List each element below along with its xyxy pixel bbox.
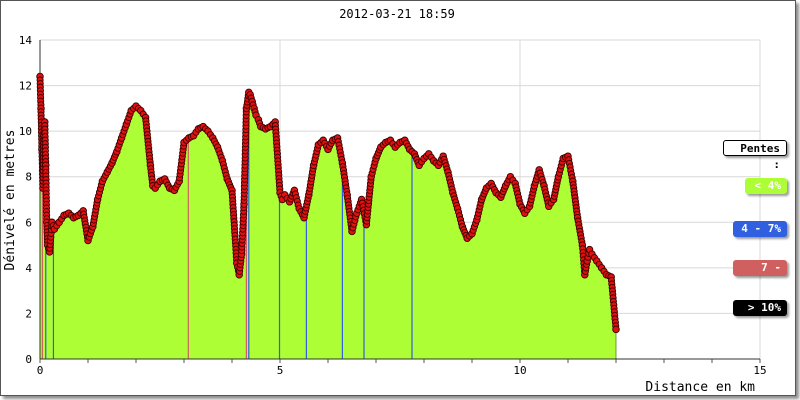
y-tick-label: 4 — [25, 262, 32, 275]
x-axis-label: Distance en km — [645, 380, 755, 395]
legend-item: > 10% — [733, 300, 787, 316]
x-tick-label: 5 — [277, 364, 284, 377]
legend-item: 4 - 7% — [733, 221, 787, 237]
y-axis-label: Dénivelé en metres — [3, 130, 18, 271]
y-tick-label: 0 — [25, 353, 32, 366]
legend-item: 7 - 10% — [733, 260, 787, 290]
data-point — [612, 325, 620, 334]
points — [36, 72, 620, 334]
y-tick-label: 6 — [25, 216, 32, 229]
y-tick-label: 12 — [19, 80, 32, 93]
chart-title: 2012-03-21 18:59 — [339, 7, 455, 21]
x-tick-label: 0 — [37, 364, 44, 377]
x-tick-label: 10 — [513, 364, 526, 377]
y-tick-label: 14 — [19, 34, 33, 47]
y-tick-label: 2 — [25, 307, 32, 320]
legend-item: < 4% — [745, 178, 787, 194]
y-tick-label: 10 — [19, 125, 32, 138]
legend-title: Pentes : — [723, 140, 787, 171]
tick-labels: 0 2 4 6 8 10 12 14 0 5 10 15 — [19, 34, 767, 377]
y-tick-label: 8 — [25, 171, 32, 184]
x-tick-label: 15 — [753, 364, 766, 377]
